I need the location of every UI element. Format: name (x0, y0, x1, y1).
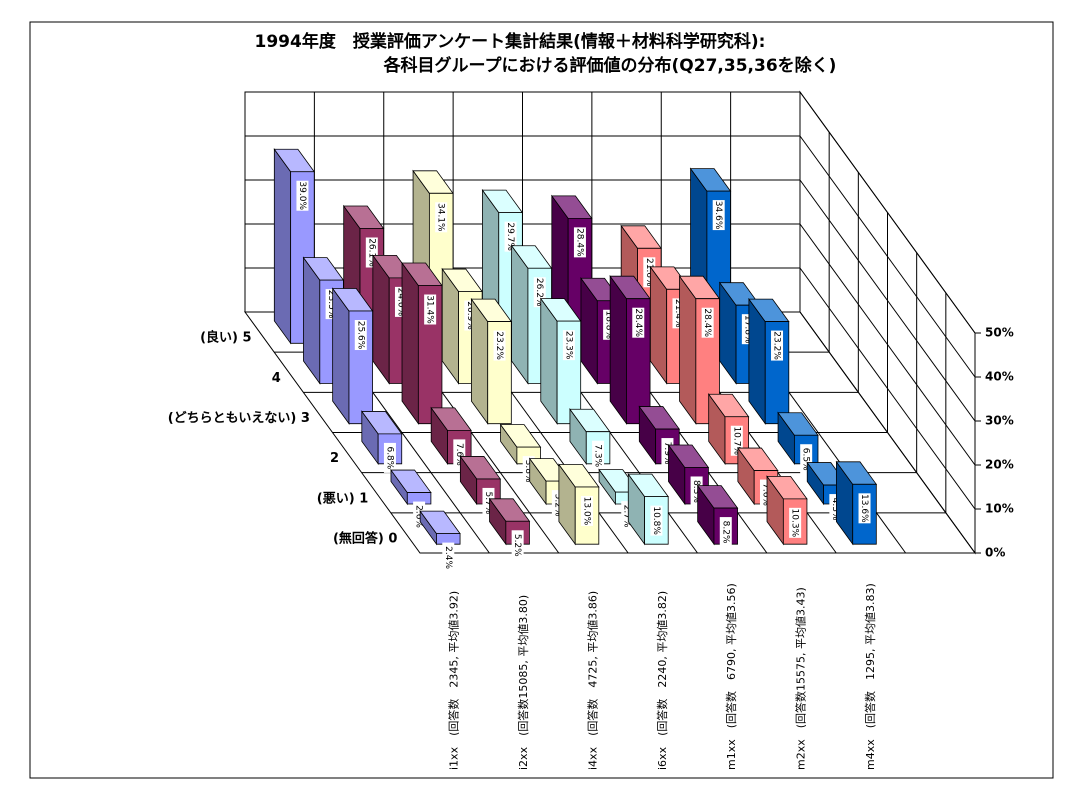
value-label: 20.9% (465, 301, 475, 330)
value-label: 7.6% (454, 443, 464, 466)
value-label: 13.6% (859, 494, 869, 523)
value-label: 18.8% (604, 310, 614, 339)
value-label: 10.3% (790, 509, 800, 538)
value-label-bg (701, 307, 714, 338)
value-label: 8.2% (720, 521, 730, 544)
grid-line (799, 267, 976, 510)
value-label: 21.4% (673, 299, 683, 328)
value-label-bg (493, 330, 506, 361)
value-label: 23.2% (494, 331, 504, 360)
value-label: 7.6% (760, 483, 770, 506)
value-label-bg (573, 227, 586, 258)
bar-side (511, 244, 529, 385)
value-label: 24.0% (395, 288, 405, 317)
value-label: 2.7% (622, 505, 632, 528)
value-label: 34.1% (436, 203, 446, 232)
row-label: 4 (272, 371, 281, 386)
group-label: i4xx (回答数 4725, 平均値3.86) (585, 591, 599, 770)
z-tick-label: 40% (985, 370, 1014, 384)
row-label: (悪い) 1 (317, 491, 368, 506)
value-label-bg (562, 330, 575, 361)
z-tick-label: 30% (985, 414, 1014, 428)
value-label-bg (511, 530, 524, 561)
value-label-bg (424, 294, 437, 325)
row-label: (良い) 5 (200, 330, 251, 346)
grid-line (799, 311, 976, 554)
value-label-bg (354, 320, 367, 351)
value-label: 3.8% (523, 460, 533, 483)
value-label: 21.6% (644, 258, 654, 287)
z-tick-label: 10% (985, 502, 1014, 516)
z-tick-label: 50% (985, 326, 1014, 340)
value-label: 10.7% (731, 426, 741, 455)
group-label: m4xx (回答数 1295, 平均値3.83) (863, 583, 877, 770)
row-label: 2 (330, 451, 339, 466)
group-label: m2xx (回答数15575, 平均値3.43) (794, 587, 808, 770)
value-label: 10.8% (651, 506, 661, 535)
grid-line (799, 91, 976, 334)
value-label: 5.7% (483, 491, 493, 514)
value-label: 23.3% (563, 331, 573, 360)
value-label: 39.0% (297, 181, 307, 210)
value-label: 34.6% (713, 201, 723, 230)
value-label: 5.2% (512, 534, 522, 557)
value-label-bg (650, 505, 663, 536)
grid-line (799, 179, 976, 422)
value-label: 26.2% (534, 278, 544, 307)
value-label-bg (296, 180, 309, 211)
group-label: i6xx (回答数 2240, 平均値3.82) (655, 591, 669, 770)
value-label: 13.0% (582, 497, 592, 526)
value-label-bg (632, 307, 645, 338)
value-label: 26.1% (366, 238, 376, 267)
value-label: 5.2% (552, 494, 562, 517)
value-label: 6.8% (384, 446, 394, 469)
value-label: 31.4% (425, 295, 435, 324)
value-label: 28.4% (574, 228, 584, 257)
value-label-bg (858, 493, 871, 524)
bar-side (401, 261, 419, 425)
value-label: 23.2% (772, 331, 782, 360)
z-tick-label: 20% (985, 458, 1014, 472)
value-label: 23.5% (326, 290, 336, 319)
value-label: 17.8% (742, 315, 752, 344)
bar-side (332, 287, 350, 425)
bar-side (609, 274, 627, 425)
value-label-bg (442, 542, 455, 573)
value-label: 28.4% (702, 308, 712, 337)
chart-subtitle: 各科目グループにおける評価値の分布(Q27,35,36を除く) (383, 55, 837, 76)
grid-line (799, 223, 976, 466)
value-label: 7.9% (662, 442, 672, 465)
value-label-bg (592, 440, 605, 471)
bar (436, 533, 461, 545)
group-label: i2xx (回答数15085, 平均値3.80) (516, 595, 530, 770)
group-label: i1xx (回答数 2345, 平均値3.92) (447, 591, 461, 770)
value-label-bg (712, 200, 725, 231)
value-label: 29.7% (505, 222, 515, 251)
value-label-bg (771, 330, 784, 361)
value-label: 6.5% (801, 448, 811, 471)
value-label-bg (581, 495, 594, 526)
value-label: 8.3% (691, 480, 701, 503)
value-label: 28.4% (633, 308, 643, 337)
value-label-bg (789, 507, 802, 538)
value-label-bg (383, 442, 396, 473)
value-label: 25.6% (355, 321, 365, 350)
grid-line (799, 135, 976, 378)
value-label: 7.3% (593, 444, 603, 467)
row-label: (無回答) 0 (333, 530, 397, 546)
value-label-bg (435, 202, 448, 233)
value-label: 2.6% (414, 505, 424, 528)
z-tick-label: 0% (985, 546, 1005, 560)
row-label: (どちらともいえない) 3 (168, 411, 310, 426)
bar-side (679, 274, 697, 425)
chart-title: 1994年度 授業評価アンケート集計結果(情報＋材料科学研究科): (255, 31, 766, 52)
value-label-bg (719, 517, 732, 548)
value-label-bg (504, 221, 517, 252)
value-label: 2.4% (443, 546, 453, 569)
group-label: m1xx (回答数 6790, 平均値3.56) (724, 583, 738, 770)
value-label: 4.3% (830, 498, 840, 521)
bar-side (273, 148, 292, 345)
